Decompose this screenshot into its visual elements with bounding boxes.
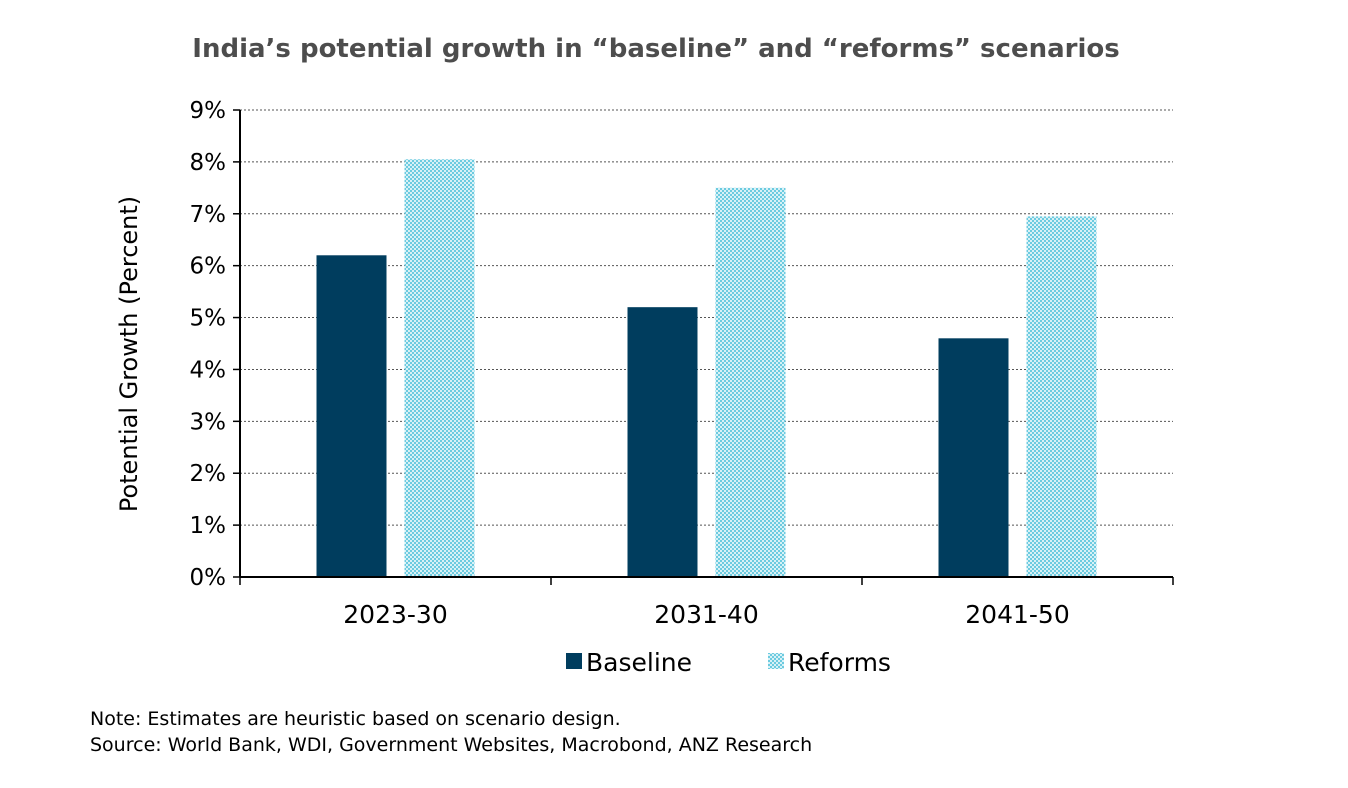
legend-label-reforms: Reforms [788, 648, 891, 677]
y-tick-label: 2% [190, 461, 227, 487]
chart-title: India’s potential growth in “baseline” a… [192, 34, 1120, 64]
y-tick-label: 9% [190, 98, 227, 124]
axes [233, 109, 1174, 585]
y-tick-label: 8% [190, 150, 227, 176]
legend: Baseline Reforms [566, 648, 891, 677]
gridlines [240, 109, 1173, 526]
y-tick-label: 0% [190, 565, 227, 591]
labels: 0% 1% 2% 3% 4% 5% 6% 7% 8% 9% 2023-30 2031-40 2041-5… [190, 98, 1070, 629]
legend-label-baseline: Baseline [586, 648, 692, 677]
y-axis-label: Potential Growth (Percent) [115, 196, 143, 512]
legend-swatch-reforms [768, 653, 784, 669]
y-tick-label: 5% [190, 306, 227, 332]
y-tick-label: 4% [190, 357, 227, 383]
bar-baseline-2041-50 [938, 338, 1009, 577]
legend-swatch-baseline [566, 653, 582, 669]
bar-baseline-2031-40 [627, 307, 698, 577]
y-tick-label: 1% [190, 513, 227, 539]
bar-reforms-2031-40 [715, 187, 786, 578]
x-tick-label: 2031-40 [654, 600, 758, 629]
bar-reforms-2023-30 [404, 159, 475, 578]
x-tick-label: 2023-30 [343, 600, 447, 629]
source-text: Source: World Bank, WDI, Government Webs… [90, 734, 813, 756]
bar-reforms-2041-50 [1026, 216, 1097, 577]
y-tick-label: 7% [190, 202, 227, 228]
note-text: Note: Estimates are heuristic based on s… [90, 708, 621, 730]
bars [316, 159, 1097, 578]
x-tick-label: 2041-50 [965, 600, 1069, 629]
y-tick-label: 3% [190, 409, 227, 435]
bar-baseline-2023-30 [316, 255, 387, 578]
y-tick-label: 6% [190, 254, 227, 280]
